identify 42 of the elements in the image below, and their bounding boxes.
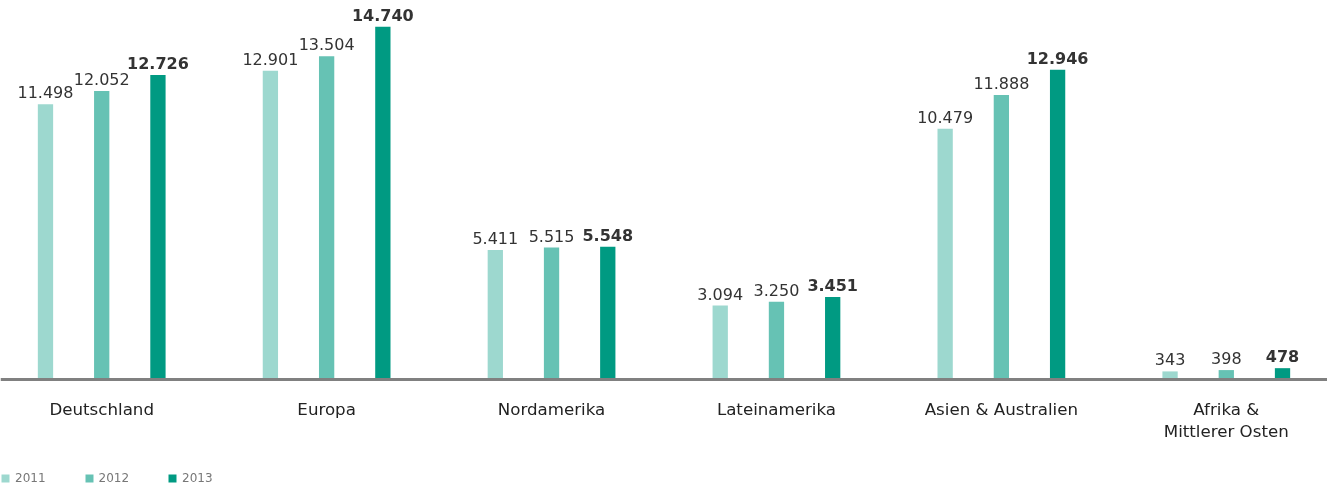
bar bbox=[768, 301, 785, 380]
bar bbox=[262, 70, 279, 380]
data-label: 5.548 bbox=[582, 225, 634, 245]
data-label: 398 bbox=[1211, 349, 1242, 369]
x-tick-label: Asien & Australien bbox=[924, 399, 1079, 419]
bar bbox=[94, 91, 110, 380]
bar bbox=[937, 128, 953, 380]
data-label: 11.888 bbox=[973, 73, 1030, 93]
data-label: 3.451 bbox=[807, 275, 858, 295]
data-label: 12.901 bbox=[242, 49, 299, 69]
data-label: 3.250 bbox=[753, 280, 800, 300]
data-label: 12.946 bbox=[1026, 48, 1089, 68]
bar bbox=[543, 247, 560, 380]
data-label: 3.094 bbox=[697, 284, 744, 304]
bar bbox=[825, 296, 841, 380]
bar bbox=[712, 305, 728, 380]
data-label: 343 bbox=[1154, 350, 1186, 370]
bar bbox=[375, 26, 391, 380]
bar bbox=[993, 94, 1010, 380]
data-label: 14.740 bbox=[351, 5, 414, 25]
legend-label: 2013 bbox=[182, 471, 213, 485]
x-tick-label: Europa bbox=[297, 399, 356, 419]
data-label: 5.411 bbox=[472, 229, 519, 249]
data-label: 12.726 bbox=[127, 53, 189, 73]
x-tick-label: Lateinamerika bbox=[716, 399, 837, 419]
bar bbox=[37, 104, 54, 380]
bar bbox=[150, 74, 166, 380]
x-tick-label: Afrika & Mittlerer Osten bbox=[1163, 399, 1289, 442]
bar bbox=[1049, 69, 1066, 380]
data-label: 12.052 bbox=[73, 70, 130, 90]
data-label: 13.504 bbox=[298, 35, 355, 55]
x-tick-label: Nordamerika bbox=[497, 399, 606, 419]
data-label: 5.515 bbox=[528, 226, 575, 246]
bar bbox=[487, 250, 503, 380]
data-label: 11.498 bbox=[17, 83, 74, 103]
data-label: 478 bbox=[1265, 347, 1300, 367]
bar bbox=[600, 246, 616, 380]
x-tick-label: Deutschland bbox=[49, 399, 154, 419]
legend-label: 2012 bbox=[98, 471, 130, 485]
legend-label: 2011 bbox=[15, 471, 46, 485]
data-label: 10.479 bbox=[917, 107, 974, 127]
bar bbox=[318, 56, 335, 380]
